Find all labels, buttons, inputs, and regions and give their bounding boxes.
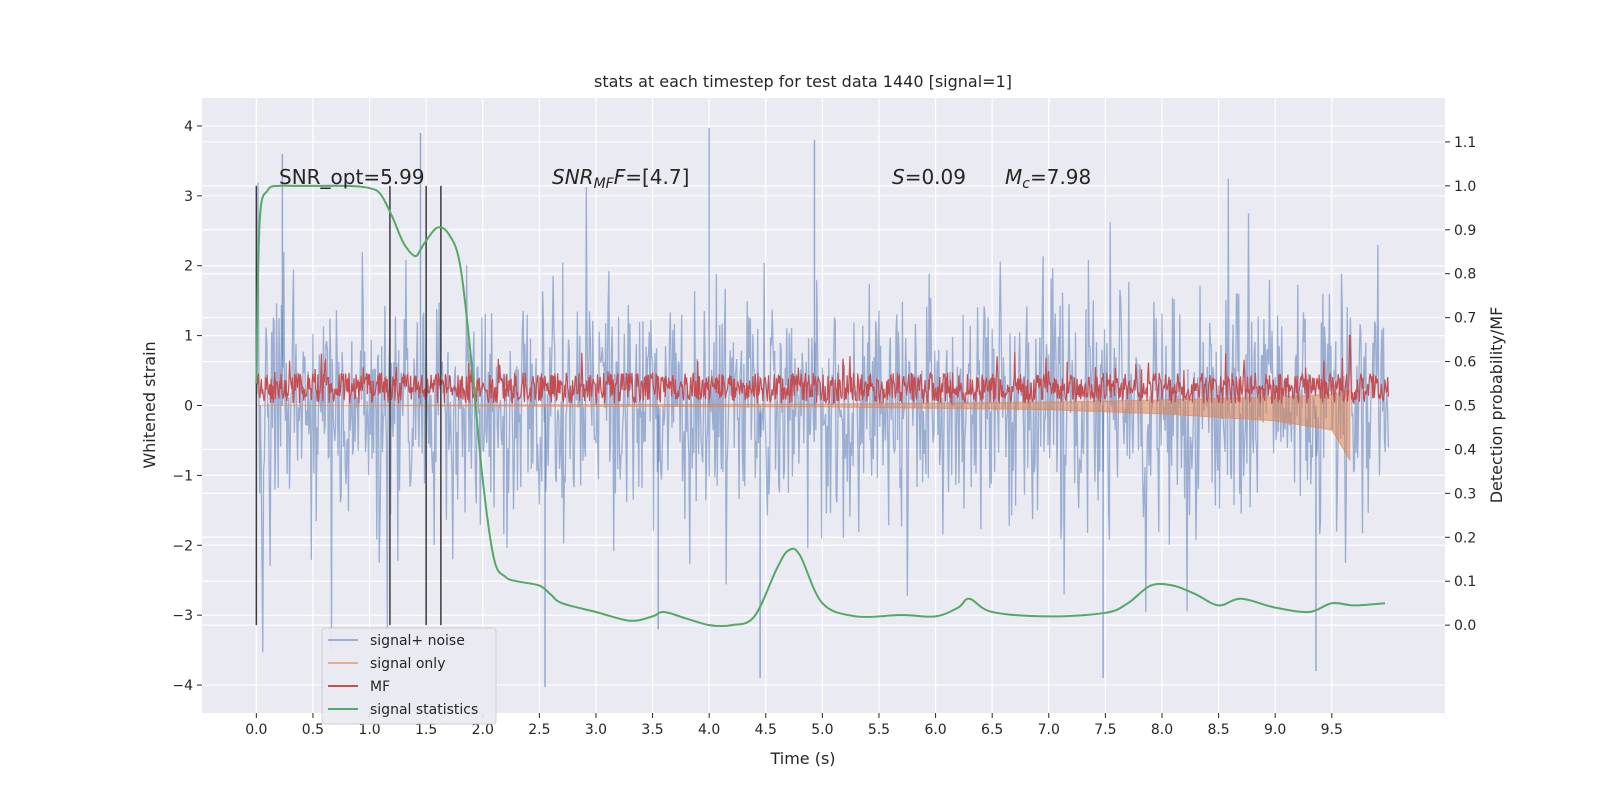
annotation-snr-mf-f: F [614, 165, 626, 189]
signal-statistics-line [255, 184, 1386, 628]
x-tick-label: 1.0 [358, 722, 380, 738]
right-y-tick-label: 0.9 [1454, 223, 1476, 239]
annotation-mc-main: M [1005, 165, 1022, 189]
x-tick-label: 9.5 [1321, 722, 1343, 738]
x-tick-label: 7.5 [1094, 722, 1116, 738]
y-tick-label: 2 [184, 259, 193, 275]
x-tick-label: 5.5 [868, 722, 890, 738]
annotation-s-value: =0.09 [905, 165, 966, 189]
right-y-tick-label: 0.2 [1454, 530, 1476, 546]
x-tick-label: 0.0 [245, 722, 267, 738]
x-tick-label: 3.0 [585, 722, 607, 738]
x-tick-label: 7.0 [1038, 722, 1060, 738]
x-tick-label: 8.0 [1151, 722, 1173, 738]
y-tick-label: −2 [172, 538, 193, 554]
signal-only-envelope [256, 389, 1351, 462]
x-tick-label: 4.0 [698, 722, 720, 738]
right-y-tick-label: 0.8 [1454, 267, 1476, 283]
y-tick-label: 4 [184, 119, 193, 135]
y-axis-ticks: −4 −3 −2 −1 0 1 2 3 4 [172, 119, 202, 694]
right-y-tick-label: 0.5 [1454, 399, 1476, 415]
legend-label-signal-only: signal only [370, 656, 445, 672]
legend-box [321, 627, 497, 725]
x-tick-label: 5.0 [811, 722, 833, 738]
right-y-tick-label: 0.6 [1454, 355, 1476, 371]
annotation-snr-mf-value: =[4.7] [625, 165, 689, 189]
y-tick-label: 1 [184, 329, 193, 345]
right-y-tick-label: 0.4 [1454, 442, 1476, 458]
annotation-snr-opt: SNR_opt=5.99 [279, 165, 425, 189]
legend-label-signal-noise: signal+ noise [370, 633, 465, 649]
annotation-mc-sub: c [1022, 176, 1030, 192]
signal-plus-noise-line [255, 178, 1390, 653]
right-y-axis-label: Detection probability/MF [1487, 307, 1506, 504]
x-tick-label: 9.0 [1264, 722, 1286, 738]
right-y-tick-label: 0.0 [1454, 618, 1476, 634]
y-tick-label: 3 [184, 189, 193, 205]
annotation-snr-mf: SNRMFF=[4.7] [552, 165, 689, 192]
y-axis-label: Whitened strain [140, 341, 159, 468]
mf-series [255, 335, 1389, 405]
right-y-tick-label: 0.1 [1454, 574, 1476, 590]
right-y-tick-label: 0.7 [1454, 311, 1476, 327]
chart-title: stats at each timestep for test data 144… [594, 72, 1012, 91]
legend-label-signal-statistics: signal statistics [370, 702, 478, 718]
x-tick-label: 0.5 [302, 722, 324, 738]
y-tick-label: −1 [172, 468, 193, 484]
x-tick-label: 2.5 [528, 722, 550, 738]
x-tick-label: 6.5 [981, 722, 1003, 738]
x-tick-label: 8.5 [1207, 722, 1229, 738]
x-axis-ticks: 0.0 0.5 1.0 1.5 2.0 2.5 3.0 3.5 4.0 4.5 5.0 5.5 6.0 6… [245, 713, 1343, 738]
right-y-tick-label: 1.1 [1454, 135, 1476, 151]
right-y-axis-ticks: 0.0 0.1 0.2 0.3 0.4 0.5 0.6 0.7 0.8 0.9 1.0 1.1 [1445, 135, 1476, 634]
annotation-s-main: S [892, 165, 905, 189]
vertical-markers [255, 185, 442, 626]
y-tick-label: 0 [184, 399, 193, 415]
signal-only-series [256, 389, 1351, 462]
x-tick-label: 1.5 [415, 722, 437, 738]
right-y-tick-label: 0.3 [1454, 486, 1476, 502]
legend: signal+ noise signal only MF signal stat… [321, 627, 497, 725]
legend-label-mf: MF [370, 679, 390, 695]
y-tick-label: −3 [172, 608, 193, 624]
x-tick-label: 2.0 [472, 722, 494, 738]
annotation-s: S=0.09 [892, 165, 966, 189]
x-tick-label: 6.0 [924, 722, 946, 738]
right-y-tick-label: 1.0 [1454, 179, 1476, 195]
y-tick-label: −4 [172, 678, 193, 694]
annotation-snr-mf-sub: MF [594, 176, 615, 192]
mf-line [255, 335, 1389, 405]
x-tick-label: 3.5 [641, 722, 663, 738]
annotation-mc-value: =7.98 [1030, 165, 1091, 189]
x-axis-label: Time (s) [769, 749, 835, 768]
annotation-mc: Mc=7.98 [1005, 165, 1091, 192]
annotation-snr-mf-main: SNR [552, 165, 594, 189]
x-tick-label: 4.5 [755, 722, 777, 738]
signal-plus-noise-series [255, 128, 1390, 688]
signal-statistics-series [255, 184, 1386, 628]
